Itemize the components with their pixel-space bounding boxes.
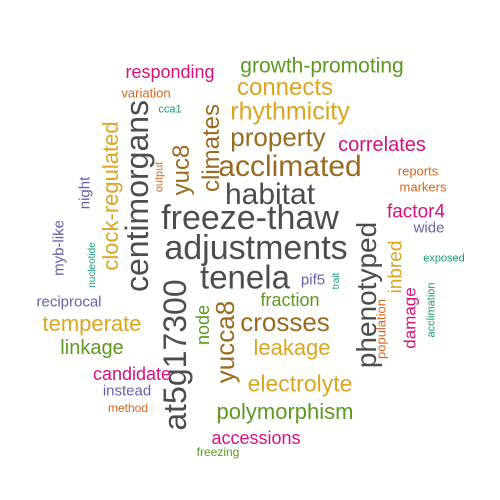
word-nucleotide: nucleotide bbox=[87, 242, 98, 288]
word-clock-regulated: clock-regulated bbox=[98, 121, 123, 271]
word-instead: instead bbox=[102, 382, 152, 400]
word-accessions: accessions bbox=[211, 428, 301, 448]
word-yuc8: yuc8 bbox=[168, 144, 195, 196]
word-linkage: linkage bbox=[60, 337, 124, 359]
word-yucca8: yucca8 bbox=[210, 300, 240, 384]
word-centimorgans: centimorgans bbox=[119, 99, 155, 293]
word-connects: connects bbox=[236, 74, 334, 101]
word-acclimated: acclimated bbox=[218, 150, 362, 183]
word-wide: wide bbox=[413, 219, 445, 237]
word-responding: responding bbox=[125, 62, 215, 82]
word-pif5: pif5 bbox=[300, 271, 326, 289]
word-exposed: exposed bbox=[423, 252, 465, 265]
word-reciprocal: reciprocal bbox=[36, 293, 102, 311]
word-polymorphism: polymorphism bbox=[216, 399, 354, 424]
word-candidate: candidate bbox=[92, 364, 172, 384]
word-damage: damage bbox=[400, 287, 420, 349]
word-fraction: fraction bbox=[260, 290, 320, 310]
word-leakage: leakage bbox=[253, 335, 331, 360]
word-trait: trait bbox=[331, 272, 342, 290]
word-freezing: freezing bbox=[196, 445, 240, 459]
word-habitat: habitat bbox=[224, 178, 316, 211]
word-electrolyte: electrolyte bbox=[247, 370, 353, 397]
word-node: node bbox=[193, 304, 213, 346]
word-reports: reports bbox=[397, 163, 439, 179]
word-rhythmicity: rhythmicity bbox=[230, 97, 350, 126]
word-output: output bbox=[153, 161, 166, 193]
word-climates: climates bbox=[198, 103, 225, 193]
word-adjustments: adjustments bbox=[164, 229, 348, 267]
word-markers: markers bbox=[399, 179, 447, 195]
word-acclimation: acclimation bbox=[425, 282, 438, 338]
word-method: method bbox=[107, 401, 149, 415]
word-growth-promoting: growth-promoting bbox=[240, 54, 404, 78]
word-crosses: crosses bbox=[240, 307, 330, 337]
word-correlates: correlates bbox=[338, 134, 426, 156]
word-myb-like: myb-like bbox=[50, 220, 68, 276]
word-cca1: cca1 bbox=[158, 103, 182, 116]
word-tenela: tenela bbox=[200, 258, 290, 296]
word-inbred: inbred bbox=[385, 240, 407, 294]
word-property: property bbox=[230, 122, 326, 152]
word-factor4: factor4 bbox=[386, 201, 446, 223]
word-temperate: temperate bbox=[42, 311, 142, 336]
word-night: night bbox=[76, 176, 94, 210]
word-freeze-thaw: freeze-thaw bbox=[161, 199, 339, 237]
word-variation: variation bbox=[121, 85, 171, 101]
word-population: population bbox=[373, 299, 389, 359]
word-at5g17300: at5g17300 bbox=[157, 279, 193, 431]
